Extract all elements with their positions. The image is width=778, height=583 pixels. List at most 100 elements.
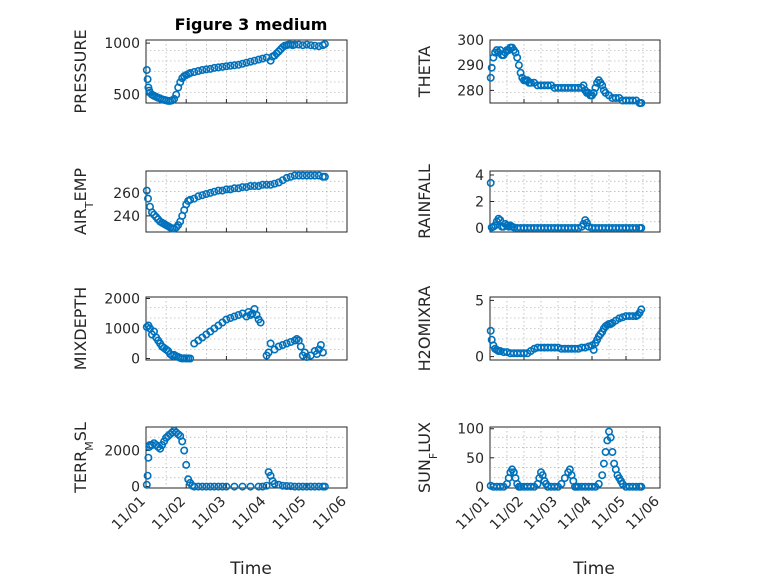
data-point (206, 482, 215, 491)
data-point (230, 61, 239, 70)
panel-theta: 280 290 300 THETA (415, 33, 661, 108)
x-tick-label: 11/03 (521, 494, 561, 534)
y-axis-label-air-temp: AIRTEMP (71, 168, 96, 235)
data-point (202, 482, 211, 491)
data-point (198, 482, 207, 491)
data-point (290, 482, 299, 491)
x-tick-label: 11/05 (589, 494, 629, 534)
data-point (611, 94, 620, 103)
data-point (266, 56, 275, 65)
data-point (186, 69, 195, 78)
x-tick-label: 11/05 (270, 494, 310, 534)
data-point (242, 312, 251, 321)
data-point (306, 482, 315, 491)
y-axis-label-terr-msl: TERRMSL (71, 422, 96, 494)
data-point (286, 482, 295, 491)
data-point (511, 48, 520, 57)
data-point (589, 88, 598, 97)
data-point (238, 59, 247, 68)
y-axis-label-mixdepth: MIXDEPTH (71, 287, 90, 370)
data-point (143, 75, 152, 84)
markers-sun-flux (486, 427, 646, 491)
data-point (270, 179, 279, 188)
data-point (190, 68, 199, 77)
data-point (222, 62, 231, 71)
y-tick-label: 240 (113, 209, 140, 225)
y-tick-label: 2 (475, 195, 484, 211)
data-point (320, 172, 329, 181)
y-axis-label-h2omixra: H2OMIXRA (415, 286, 434, 372)
data-point (214, 186, 223, 195)
data-point (218, 482, 227, 491)
data-point (250, 56, 259, 65)
data-point (274, 178, 283, 187)
data-point (282, 173, 291, 182)
data-point (230, 184, 239, 193)
data-point (587, 482, 596, 491)
y-tick-label: 1000 (104, 36, 140, 52)
data-point (178, 437, 187, 446)
x-axis-label-left: Time (229, 559, 272, 579)
data-point (254, 182, 263, 191)
data-point (214, 482, 223, 491)
data-point (258, 180, 267, 189)
panel-h2omixra: 0 5 H2OMIXRA (415, 286, 661, 372)
data-point (222, 185, 231, 194)
data-point (302, 40, 311, 49)
data-point (320, 482, 329, 491)
data-point (234, 184, 243, 193)
data-point (226, 61, 235, 70)
y-tick-label: 260 (113, 186, 140, 202)
data-point (513, 53, 522, 62)
panel-rainfall: 0 2 4 RAINFALL (415, 164, 661, 239)
data-point (606, 433, 615, 442)
y-tick-label: 5 (475, 293, 484, 309)
panel-terr-msl: 0 2000 11/01 11/02 11/03 11/04 11/05 11/06 TERRM… (71, 422, 350, 533)
data-point (206, 64, 215, 73)
data-point (310, 171, 319, 180)
data-point (254, 482, 263, 491)
data-point (298, 41, 307, 50)
data-point (266, 339, 275, 348)
data-point (230, 482, 239, 491)
x-tick-label: 11/01 (109, 494, 149, 534)
data-point (238, 482, 247, 491)
data-point (198, 191, 207, 200)
data-point (182, 460, 191, 469)
data-point (550, 482, 559, 491)
data-point (489, 53, 498, 62)
data-point (262, 180, 271, 189)
y-tick-label: 0 (475, 350, 484, 366)
data-point (186, 354, 195, 363)
data-point (154, 442, 163, 451)
data-point (487, 63, 496, 72)
y-tick-label: 0 (475, 480, 484, 496)
data-point (250, 182, 259, 191)
data-point (519, 349, 528, 358)
data-point (246, 57, 255, 66)
data-point (143, 471, 152, 480)
data-point (298, 171, 307, 180)
data-point (234, 60, 243, 69)
data-point (278, 481, 287, 490)
data-point (526, 482, 535, 491)
markers-mixdepth (142, 304, 327, 363)
data-point (246, 482, 255, 491)
data-point (294, 482, 303, 491)
data-point (628, 312, 637, 321)
data-point (234, 310, 243, 319)
data-point (194, 67, 203, 76)
markers-air-temp (142, 171, 329, 233)
data-point (258, 54, 267, 63)
data-point (194, 192, 203, 201)
data-point (282, 339, 291, 348)
data-point (298, 482, 307, 491)
data-point (302, 482, 311, 491)
data-point (598, 471, 607, 480)
data-point (286, 172, 295, 181)
data-point (172, 90, 181, 99)
data-point (142, 480, 151, 489)
data-point (516, 68, 525, 77)
data-point (302, 171, 311, 180)
